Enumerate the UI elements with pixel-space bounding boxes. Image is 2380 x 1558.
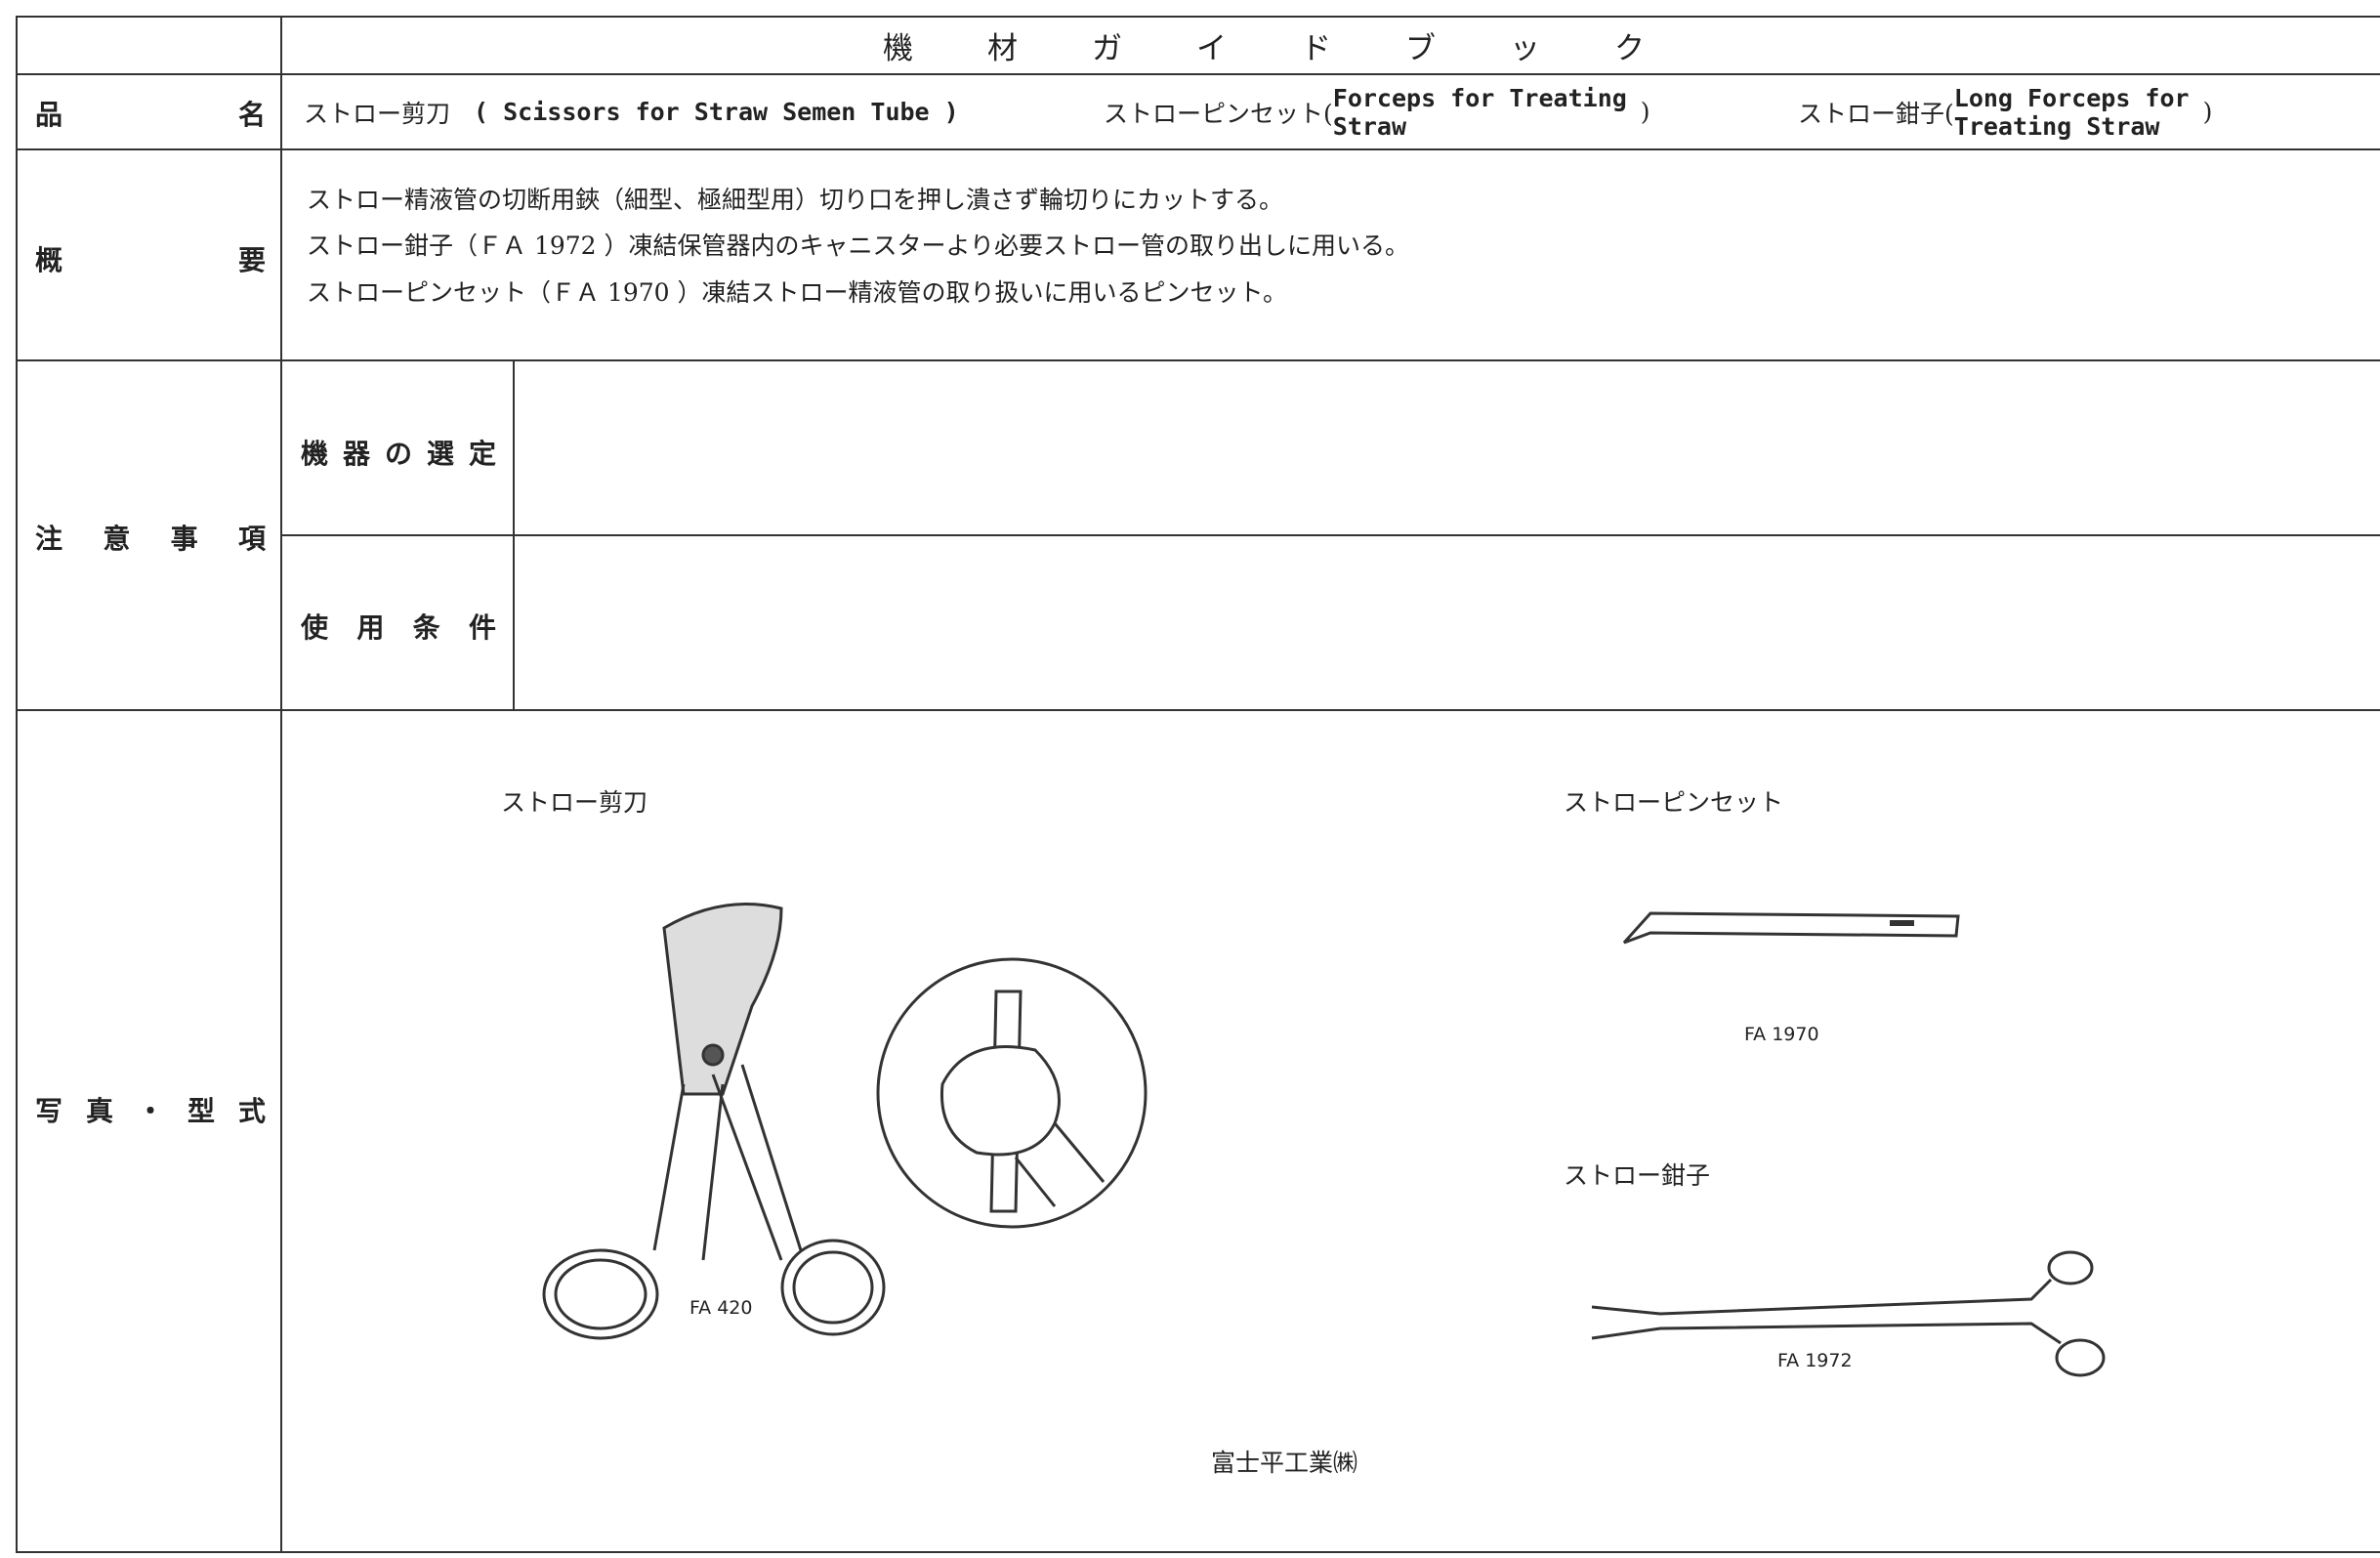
product-english-line: Straw [1332,111,1407,141]
summary-line: ストロー精液管の切断用鋏（細型、極細型用）切り口を押し潰さず輪切りにカットする。 [307,186,1284,214]
title-row: 機材ガイドブック [280,18,2380,73]
summary-line: ストローピンセット（ＦＡ 1970 ）凍結ストロー精液管の取り扱いに用いるピンセ… [307,278,1288,307]
rule [280,534,2380,536]
sub-label: 機器の選定 [301,438,496,470]
scissors [542,903,886,1340]
rule [16,148,2380,150]
paren: ) [2202,98,2213,126]
product-name: ストローピンセット( [1104,99,1333,128]
product-english-line: Long Forceps for [1953,83,2190,112]
product-item: ストロー剪刀 ( Scissors for Straw Semen Tube ) [304,75,959,148]
scissors-detail [876,957,1148,1229]
product-english: Long Forceps for Treating Straw [1954,84,2190,141]
row-label: 注意事項 [35,523,266,555]
product-english: ( Scissors for Straw Semen Tube ) [474,98,959,126]
model-label: FA 1972 [1777,1350,1853,1371]
model-label: FA 1970 [1744,1024,1819,1045]
rule [16,709,2380,711]
forceps [1591,1250,2106,1377]
title: 機材ガイドブック [883,31,1719,66]
rule [16,359,2380,361]
model-label: FA 420 [689,1297,753,1319]
row-label: 品名 [35,99,266,131]
product-item: ストロー鉗子( Long Forceps for Treating Straw … [1798,75,2212,148]
sub-label: 使用条件 [301,611,496,644]
product-item: ストローピンセット( Forceps for Treating Straw ) [1104,75,1650,148]
photo-caption: ストロー鉗子 [1564,1161,1711,1190]
row-label: 概要 [35,244,266,276]
row-label: 写真・型式 [35,1095,266,1127]
rule [16,16,2380,18]
product-english-line: Treating Straw [1953,111,2160,141]
product-english-line: Forceps for Treating [1332,83,1627,112]
product-english: Forceps for Treating Straw [1333,84,1627,141]
paren: ) [1640,98,1650,126]
rule [16,1551,2380,1553]
photo-caption: ストロー剪刀 [501,788,648,817]
maker: 富士平工業㈱ [1211,1449,1358,1477]
photo-caption: ストローピンセット [1564,788,1784,817]
rule [513,359,515,709]
rule [16,73,2380,75]
product-name: ストロー鉗子( [1798,99,1954,128]
tweezers [1622,911,1960,945]
summary-line: ストロー鉗子（ＦＡ 1972 ）凍結保管器内のキャニスターより必要ストロー管の取… [307,232,1410,260]
rule [16,16,18,1553]
product-name: ストロー剪刀 [304,99,451,128]
rule [280,16,282,1553]
